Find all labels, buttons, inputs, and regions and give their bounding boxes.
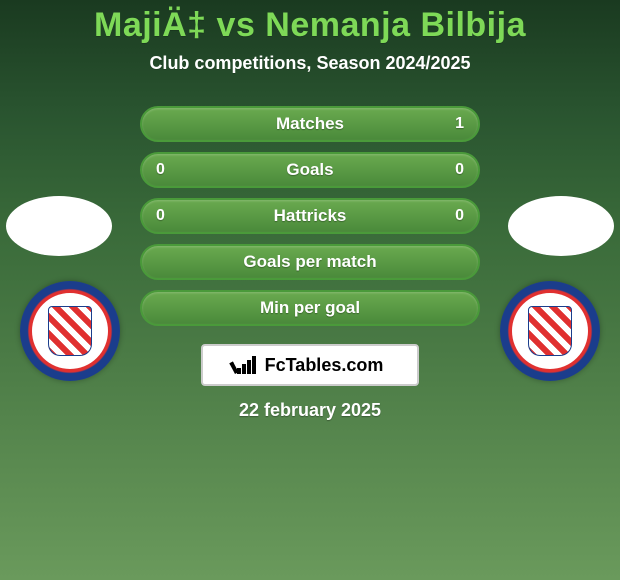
player-right-avatar (508, 196, 614, 256)
club-badge-inner (512, 293, 588, 369)
stat-value-right: 0 (455, 207, 464, 225)
stat-label: Min per goal (260, 298, 360, 318)
stat-value-right: 0 (455, 161, 464, 179)
page-subtitle: Club competitions, Season 2024/2025 (0, 53, 620, 106)
stat-value-left: 0 (156, 207, 165, 225)
stat-label: Goals (286, 160, 333, 180)
stat-label: Goals per match (243, 252, 376, 272)
brand-chart-icon (237, 356, 259, 374)
stat-row: 0 Goals 0 (140, 152, 480, 188)
stat-label: Hattricks (274, 206, 347, 226)
comparison-card: MajiÄ‡ vs Nemanja Bilbija Club competiti… (0, 0, 620, 580)
content-area: Matches 1 0 Goals 0 0 Hattricks 0 Goals per matc… (0, 106, 620, 421)
club-shield-icon (528, 306, 572, 356)
player-left-avatar (6, 196, 112, 256)
stat-value-right: 1 (455, 115, 464, 133)
stat-row: Min per goal (140, 290, 480, 326)
stat-label: Matches (276, 114, 344, 134)
brand-box: FcTables.com (201, 344, 419, 386)
stat-value-left: 0 (156, 161, 165, 179)
player-left-club-badge (20, 281, 120, 381)
brand-text: FcTables.com (265, 355, 384, 376)
player-right-club-badge (500, 281, 600, 381)
club-badge-inner (32, 293, 108, 369)
stat-row: 0 Hattricks 0 (140, 198, 480, 234)
comparison-date: 22 february 2025 (0, 400, 620, 421)
club-shield-icon (48, 306, 92, 356)
stat-row: Goals per match (140, 244, 480, 280)
stat-row: Matches 1 (140, 106, 480, 142)
page-title: MajiÄ‡ vs Nemanja Bilbija (0, 2, 620, 53)
